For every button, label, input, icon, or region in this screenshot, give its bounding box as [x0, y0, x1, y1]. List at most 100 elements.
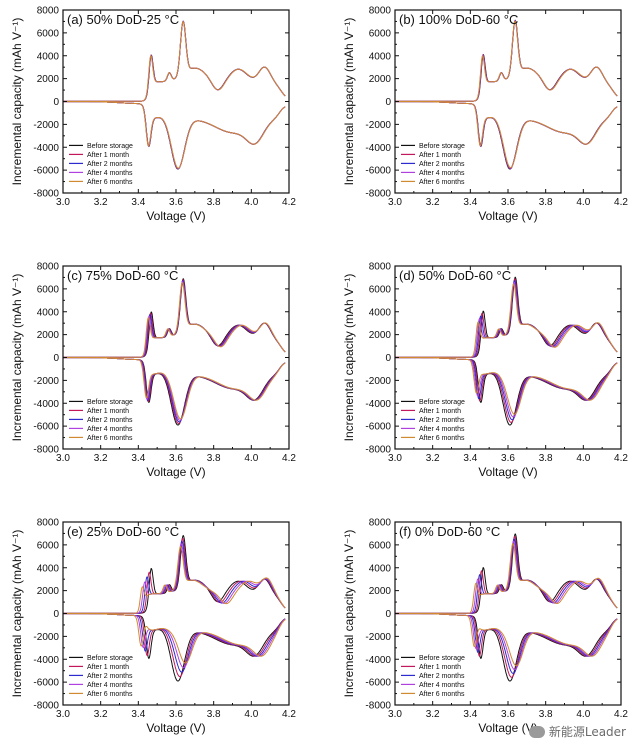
y-tick-label: -4000 [33, 143, 59, 154]
y-tick-label: -6000 [365, 422, 391, 433]
y-tick-label: -8000 [33, 445, 59, 456]
y-tick-label: -4000 [365, 143, 391, 154]
legend-entry: After 6 months [87, 691, 133, 698]
series-line-discharge-5 [63, 613, 286, 664]
x-tick-label: 3.8 [539, 197, 553, 208]
series-line-charge-3 [63, 540, 286, 614]
series-line-charge-4 [63, 281, 286, 358]
x-tick-label: 3.2 [426, 197, 440, 208]
series-line-charge-5 [63, 282, 286, 358]
chart-panel-3: -8000 -6000 -4000 -2000 0 2000 4000 6000 8000 3.0… [10, 262, 296, 480]
series-line-charge-1 [395, 533, 618, 614]
series-line-charge-2 [63, 279, 286, 358]
x-tick-label: 3.0 [56, 197, 70, 208]
series-group [63, 20, 286, 170]
x-tick-label: 4.2 [614, 453, 628, 464]
y-tick-label: -8000 [365, 701, 391, 712]
series-line-charge-3 [395, 19, 618, 102]
legend-entry: After 4 months [419, 682, 465, 689]
y-tick-label: 0 [385, 353, 391, 364]
series-line-charge-1 [63, 20, 286, 102]
legend-entry: After 1 month [87, 152, 129, 159]
x-tick-label: 3.8 [207, 197, 221, 208]
legend-entry: Before storage [87, 399, 133, 406]
y-tick-label: -2000 [365, 632, 391, 643]
panel-title: (d) 50% DoD-60 °C [399, 268, 511, 283]
y-tick-label: -8000 [365, 189, 391, 200]
y-tick-label: 6000 [37, 540, 60, 551]
panel-title: (f) 0% DoD-60 °C [399, 524, 500, 539]
x-tick-label: 3.2 [94, 453, 108, 464]
x-tick-label: 3.6 [501, 453, 515, 464]
legend-entry: After 4 months [87, 682, 133, 689]
x-axis-label: Voltage (V) [146, 465, 205, 479]
legend-entry: After 4 months [419, 426, 465, 433]
x-tick-label: 3.4 [131, 453, 145, 464]
x-tick-label: 3.0 [56, 453, 70, 464]
y-tick-label: 4000 [37, 51, 60, 62]
y-tick-label: -6000 [33, 678, 59, 689]
x-tick-label: 3.0 [56, 709, 70, 720]
legend-entry: After 2 months [419, 673, 465, 680]
y-tick-label: 6000 [37, 28, 60, 39]
y-axis-label: Incremental capacity (mAh V⁻¹) [342, 530, 356, 698]
series-line-discharge-5 [63, 357, 286, 420]
x-tick-label: 3.4 [463, 197, 477, 208]
series-line-charge-1 [395, 276, 618, 358]
x-tick-label: 3.6 [501, 197, 515, 208]
series-line-charge-2 [63, 537, 286, 614]
x-tick-label: 3.2 [426, 453, 440, 464]
y-tick-label: 6000 [369, 284, 392, 295]
x-tick-label: 4.0 [576, 197, 590, 208]
x-tick-label: 4.0 [576, 453, 590, 464]
series-line-charge-5 [395, 20, 618, 102]
legend-entry: After 2 months [87, 417, 133, 424]
series-line-charge-2 [395, 19, 618, 102]
legend-entry: After 6 months [87, 435, 133, 442]
series-line-charge-4 [395, 540, 618, 614]
y-tick-label: 8000 [37, 6, 60, 17]
y-tick-label: 8000 [37, 262, 60, 273]
series-line-charge-2 [395, 535, 618, 614]
legend-entry: After 2 months [419, 417, 465, 424]
legend-entry: After 6 months [419, 691, 465, 698]
series-group [395, 276, 618, 426]
series-line-charge-3 [395, 279, 618, 358]
legend-entry: After 1 month [419, 408, 461, 415]
x-tick-label: 4.2 [614, 709, 628, 720]
panel-title: (c) 75% DoD-60 °C [67, 268, 178, 283]
y-tick-label: 0 [53, 353, 59, 364]
x-tick-label: 4.2 [282, 453, 296, 464]
y-axis-label: Incremental capacity (mAh V⁻¹) [342, 274, 356, 442]
series-line-charge-1 [63, 278, 286, 358]
y-tick-label: 2000 [37, 330, 60, 341]
x-tick-label: 3.8 [207, 709, 221, 720]
series-line-charge-1 [63, 534, 286, 614]
y-tick-label: 2000 [369, 330, 392, 341]
y-axis-label: Incremental capacity (mAh V⁻¹) [10, 530, 24, 698]
series-line-charge-4 [395, 20, 618, 102]
y-tick-label: 2000 [369, 74, 392, 85]
chart-panel-2: -8000 -6000 -4000 -2000 0 2000 4000 6000 8000 3.0… [342, 6, 628, 224]
x-tick-label: 3.0 [388, 453, 402, 464]
x-tick-label: 3.8 [539, 453, 553, 464]
chart-panel-6: -8000 -6000 -4000 -2000 0 2000 4000 6000 8000 3.0… [342, 518, 628, 736]
x-tick-label: 3.4 [131, 197, 145, 208]
chart-panel-1: -8000 -6000 -4000 -2000 0 2000 4000 6000 8000 3.0… [10, 6, 296, 224]
y-tick-label: -6000 [365, 678, 391, 689]
y-axis-label: Incremental capacity (mAh V⁻¹) [10, 274, 24, 442]
y-tick-label: 8000 [369, 262, 392, 273]
x-tick-label: 4.0 [244, 197, 258, 208]
x-tick-label: 3.8 [207, 453, 221, 464]
series-line-charge-1 [395, 19, 618, 102]
legend-entry: Before storage [419, 143, 465, 150]
series-line-charge-2 [395, 278, 618, 358]
y-tick-label: -2000 [365, 120, 391, 131]
x-tick-label: 3.0 [388, 709, 402, 720]
x-tick-label: 3.4 [131, 709, 145, 720]
series-line-charge-5 [395, 542, 618, 614]
chart-panel-5: -8000 -6000 -4000 -2000 0 2000 4000 6000 8000 3.0… [10, 518, 296, 736]
x-tick-label: 3.4 [463, 453, 477, 464]
y-tick-label: 0 [385, 97, 391, 108]
y-tick-label: 8000 [369, 518, 392, 529]
